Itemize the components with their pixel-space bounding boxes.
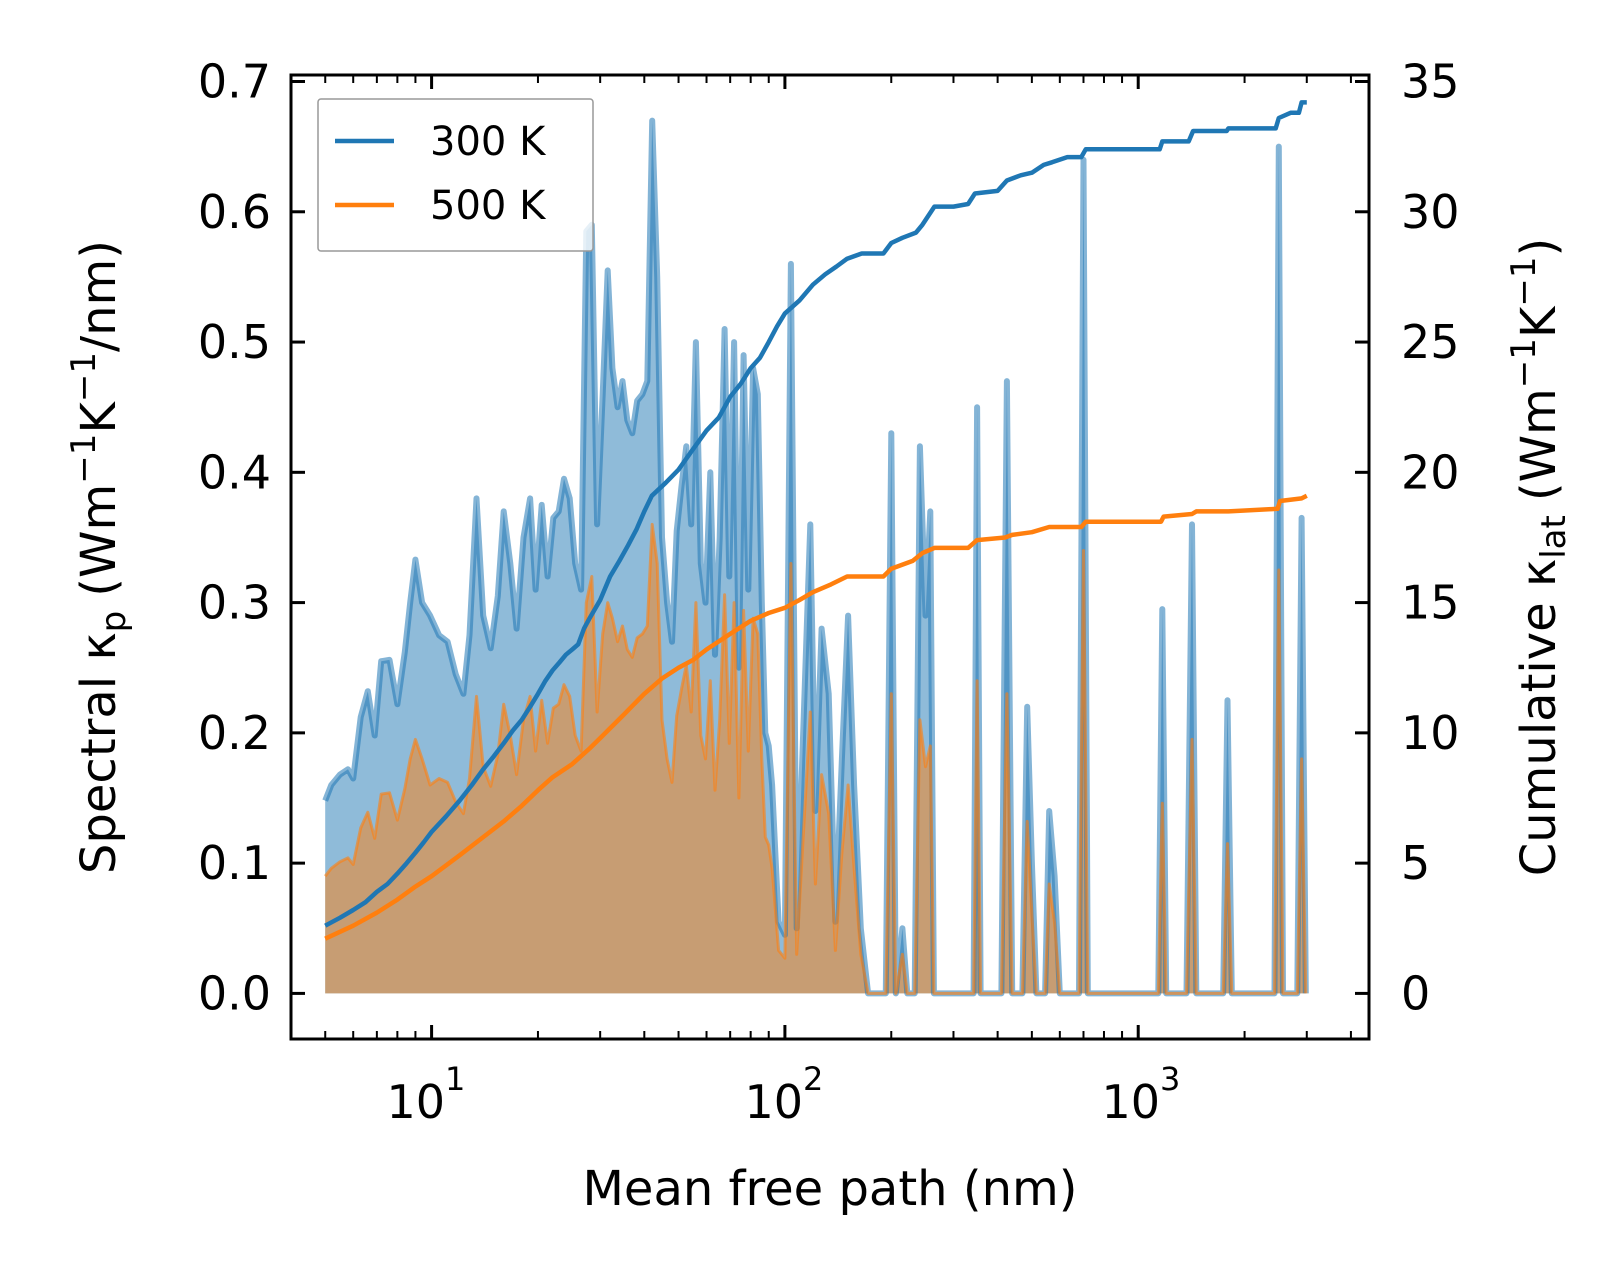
ylabel-left-k: K xyxy=(71,401,127,434)
cumulative-line-500k xyxy=(324,493,1308,941)
y-left-tick-label: 0.7 xyxy=(198,55,271,109)
y-right-tick-label: 35 xyxy=(1401,55,1460,109)
y-right-tick-label: 10 xyxy=(1401,706,1460,760)
y-right-axis-label: Cumulative κlat(Wm−1K−1) xyxy=(1504,238,1574,877)
ylabel-right-tail: ) xyxy=(1511,238,1567,257)
ylabel-right-unit: (Wm xyxy=(1511,388,1567,501)
y-right-tick-label: 5 xyxy=(1401,836,1430,890)
ylabel-right-sub: lat xyxy=(1534,515,1574,559)
legend-box xyxy=(317,98,594,252)
ylabel-left-sub: p xyxy=(94,611,134,633)
spectral-fill-500k xyxy=(325,524,1306,994)
y-left-tick-label: 0.6 xyxy=(198,185,271,239)
x-tick-label: 10 xyxy=(744,1075,803,1129)
spectral-line-500k xyxy=(324,522,1308,995)
ylabel-left-tail: /nm) xyxy=(71,240,127,352)
x-tick-labels: 10 1 10 2 10 3 xyxy=(386,1060,1180,1129)
ylabel-left-unit: (Wm xyxy=(71,484,127,597)
plot-area xyxy=(322,100,1309,997)
x-tick-label-exp: 1 xyxy=(445,1060,465,1098)
y-left-tick-labels: 0.0 0.1 0.2 0.3 0.4 0.5 0.6 0.7 xyxy=(198,55,271,1021)
ylabel-left-e2: −1 xyxy=(64,352,104,402)
x-tick-label-exp: 3 xyxy=(1160,1060,1180,1098)
cumulative-line-300k xyxy=(324,100,1307,928)
y-left-axis-label: Spectral κp(Wm−1K−1/nm) xyxy=(64,240,134,874)
ylabel-right-main: Cumulative κ xyxy=(1511,559,1567,877)
x-axis-label: Mean free path (nm) xyxy=(583,1161,1078,1217)
y-right-tick-labels: 0 5 10 15 20 25 30 35 xyxy=(1401,55,1460,1021)
ylabel-right-e1: −1 xyxy=(1504,338,1544,388)
legend-label-300k: 300 K xyxy=(430,119,547,165)
y-left-tick-label: 0.5 xyxy=(198,315,271,369)
y-left-tick-label: 0.3 xyxy=(198,576,271,630)
ylabel-left-e1: −1 xyxy=(64,434,104,484)
y-left-tick-label: 0.0 xyxy=(198,966,271,1020)
y-right-tick-label: 15 xyxy=(1401,576,1460,630)
y-right-tick-label: 30 xyxy=(1401,185,1460,239)
x-tick-label-exp: 2 xyxy=(803,1060,823,1098)
y-left-tick-label: 0.4 xyxy=(198,445,271,499)
x-tick-label: 10 xyxy=(386,1075,445,1129)
x-tick-label: 10 xyxy=(1101,1075,1160,1129)
y-left-tick-label: 0.2 xyxy=(198,706,271,760)
y-left-tick-label: 0.1 xyxy=(198,836,271,890)
y-right-tick-label: 0 xyxy=(1401,966,1430,1020)
ylabel-right-k: K xyxy=(1511,305,1567,338)
y-right-tick-label: 20 xyxy=(1401,445,1460,499)
axis-ticks xyxy=(290,75,1369,1039)
ylabel-left-main: Spectral κ xyxy=(71,632,127,874)
legend-label-500k: 500 K xyxy=(430,183,547,229)
ylabel-right-e2: −1 xyxy=(1504,256,1544,306)
axes-frame xyxy=(289,73,1371,1041)
y-right-tick-label: 25 xyxy=(1401,315,1460,369)
legend: 300 K 500 K xyxy=(317,98,594,252)
